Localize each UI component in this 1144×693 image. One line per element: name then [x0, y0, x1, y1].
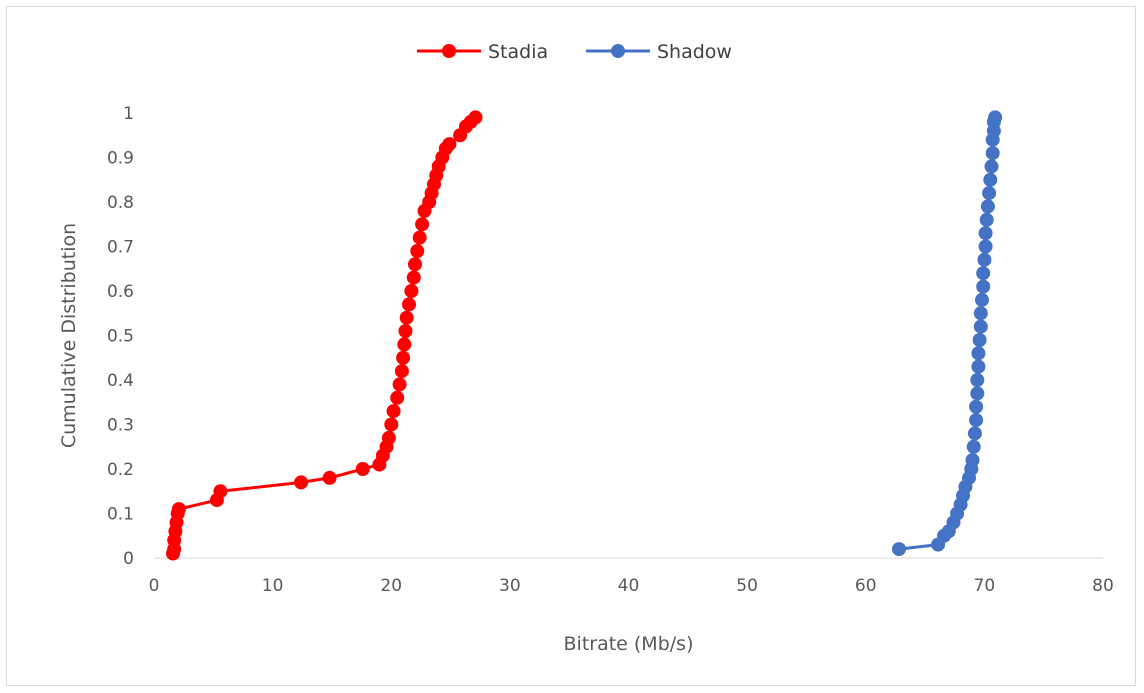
- data-point: [984, 159, 999, 174]
- x-tick-label: 0: [149, 576, 160, 596]
- legend-marker: [611, 44, 625, 58]
- data-point: [406, 270, 421, 285]
- data-point: [972, 333, 987, 347]
- data-point: [966, 439, 981, 454]
- y-axis-title: Cumulative Distribution: [58, 223, 80, 448]
- data-point: [384, 417, 399, 432]
- data-point: [412, 230, 427, 245]
- data-point: [971, 346, 986, 361]
- y-tick-label: 0.9: [107, 149, 134, 169]
- legend-label: Shadow: [657, 41, 732, 63]
- data-point: [355, 462, 370, 476]
- data-point: [322, 470, 337, 485]
- y-tick-label: 0.8: [107, 193, 134, 213]
- legend-label: Stadia: [488, 41, 548, 63]
- data-point: [983, 172, 998, 187]
- data-point: [975, 292, 989, 307]
- x-tick-label: 60: [855, 576, 877, 596]
- y-tick-label: 0.3: [107, 416, 134, 436]
- data-point: [399, 310, 414, 325]
- data-point: [977, 252, 992, 267]
- data-point: [982, 186, 997, 201]
- x-tick-label: 20: [380, 576, 402, 596]
- series-layer: [166, 110, 1003, 561]
- data-point: [415, 217, 430, 232]
- series-stadia: [166, 110, 483, 561]
- data-point: [892, 542, 906, 557]
- series-shadow: [892, 110, 1003, 557]
- data-point: [965, 453, 980, 468]
- x-tick-label: 80: [1092, 576, 1114, 596]
- y-tick-label: 0.7: [107, 238, 134, 258]
- data-point: [397, 337, 412, 352]
- data-point: [971, 359, 986, 374]
- data-point: [404, 284, 419, 298]
- data-point: [398, 324, 413, 338]
- data-point: [978, 239, 993, 254]
- data-point: [468, 110, 483, 125]
- data-point: [392, 377, 407, 392]
- data-point: [390, 390, 405, 405]
- data-point: [970, 386, 985, 401]
- data-point: [976, 279, 991, 294]
- data-point: [967, 426, 982, 441]
- legend-item-stadia: Stadia: [417, 41, 548, 63]
- x-tick-label: 50: [736, 576, 758, 596]
- x-tick-label: 70: [974, 576, 996, 596]
- legend-item-shadow: Shadow: [586, 41, 732, 63]
- data-point: [979, 212, 994, 227]
- data-point: [386, 404, 401, 419]
- y-tick-label: 0.4: [107, 371, 134, 391]
- data-point: [973, 306, 988, 321]
- y-tick-label: 0.2: [107, 460, 134, 480]
- data-point: [978, 226, 993, 241]
- data-point: [976, 266, 991, 281]
- y-tick-label: 0.5: [107, 327, 134, 347]
- data-point: [408, 257, 422, 272]
- y-tick-label: 0.1: [107, 505, 134, 525]
- legend-marker: [442, 44, 456, 58]
- x-tick-label: 40: [618, 576, 640, 596]
- data-point: [969, 399, 984, 414]
- data-point: [970, 373, 985, 387]
- data-point: [213, 484, 228, 499]
- axes: 0 10 20 30 40 50 60 70 80 0 0.1 0.2 0.3 0.4 0.5 0.6 0.7 0…: [107, 104, 1114, 596]
- data-point: [969, 413, 984, 428]
- data-point: [381, 430, 396, 445]
- data-point: [980, 199, 995, 214]
- y-tick-label: 1: [123, 104, 134, 124]
- data-point: [396, 350, 411, 365]
- legend: Stadia Shadow: [417, 41, 732, 63]
- cdf-chart: Stadia Shadow 0 10 20 30 40 50 60 70 80 0 0.1 0.2 0.3…: [58, 41, 1114, 655]
- data-point: [973, 319, 988, 334]
- y-tick-label: 0.6: [107, 282, 134, 302]
- data-point: [410, 244, 425, 258]
- x-tick-label: 10: [262, 576, 284, 596]
- chart-frame: Stadia Shadow 0 10 20 30 40 50 60 70 80 0 0.1 0.2 0.3…: [6, 6, 1136, 686]
- data-point: [985, 146, 1000, 161]
- data-point: [988, 110, 1003, 125]
- data-point: [394, 364, 409, 379]
- x-axis-title: Bitrate (Mb/s): [564, 633, 694, 655]
- data-point: [294, 475, 309, 490]
- y-tick-label: 0: [123, 549, 134, 569]
- data-point: [171, 502, 186, 517]
- data-point: [402, 297, 416, 312]
- x-tick-label: 30: [499, 576, 521, 596]
- data-point: [442, 137, 457, 152]
